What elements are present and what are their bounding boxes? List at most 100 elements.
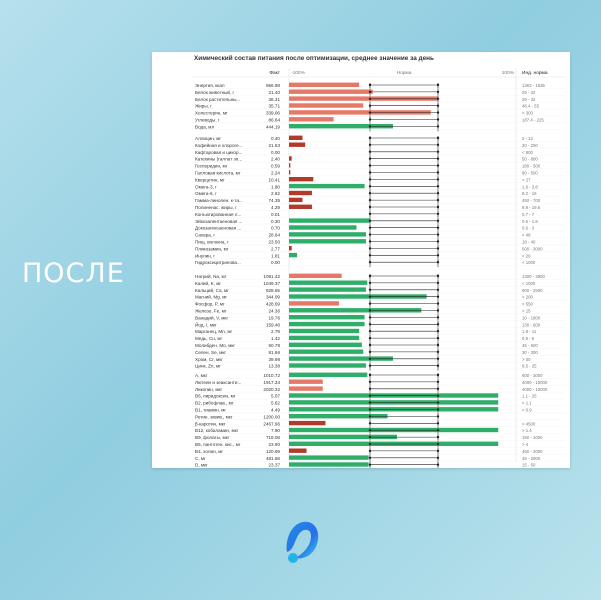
nutrient-fact: 28.64 [269,233,281,238]
norm-max-dot [436,125,440,128]
nutrient-bar [289,232,366,237]
nutrient-norm: 4000 - 10000 [522,387,548,392]
nutrient-name: Катехины (галлат эп... [195,157,242,162]
nutrient-norm: 450 - 2000 [522,449,543,454]
norm-min-dot [368,205,372,209]
nutrient-bar [289,252,298,258]
norm-min-dot [368,164,372,167]
nutrient-name: В9, фолаты, мкг [195,435,230,440]
nutrient-bar [289,280,368,285]
nutrient-bar [289,103,364,108]
nutrient-name: В1, тиамин, мг [195,408,226,413]
header-norm: Норма [397,70,412,76]
norm-min-dot [368,198,372,202]
nutrient-bar [289,301,339,306]
nutrient-fact: 1010.72 [263,373,280,378]
nutrient-bar [289,349,364,354]
norm-min-dot [368,373,372,377]
norm-max-dot [436,198,440,202]
norm-max-dot [436,408,440,411]
norm-min-dot [368,219,372,222]
nutrient-fact: 1917.34 [263,380,280,385]
norm-max-dot [436,247,440,250]
nutrient-name: Кверцетин, мг [195,177,225,182]
nutrient-name: Пищ. волокна, г [195,240,229,245]
norm-min-dot [368,415,372,418]
nutrient-fact: 5.62 [271,401,280,406]
nutrient-norm: 180 - 500 [522,164,541,169]
norm-min-dot [368,463,372,466]
nutrient-name: Гесперидин, мг [195,164,228,169]
nutrient-bar [289,246,292,251]
nutrient-fact: 2.62 [271,191,280,196]
nutrient-name: А, мкг [195,373,208,378]
norm-max-dot [436,90,440,94]
nutrient-bar [289,414,388,419]
nutrient-name: Медь, Cu, мг [195,336,223,341]
nutrient-name: Сахара, г [195,233,215,238]
nutrient-name: Цинк, Zn, мг [195,364,221,369]
norm-max-dot [436,295,440,298]
norm-max-dot [436,316,440,319]
nutrient-name: Молибден, Mo, мкг [195,343,235,348]
norm-max-dot [436,330,440,333]
nutrient-fact: 2.79 [271,329,280,334]
nutrient-norm: < 48 [522,233,531,238]
norm-max-dot [436,178,440,181]
norm-min-dot [368,401,372,404]
nutrient-bar [289,190,312,196]
nutrient-fact: 339.06 [266,111,280,116]
norm-min-dot [368,394,372,397]
nutrient-name: Полиненас. жиры, г [195,205,237,210]
nutrient-bar [289,239,366,244]
norm-max-dot [436,364,440,367]
norm-max-dot [436,394,440,397]
nutrient-norm: 48.4 - 55 [522,104,540,109]
norm-min-dot [368,387,372,390]
norm-min-dot [368,104,372,107]
header-individual-norm: Инд. норма [522,70,548,76]
nutrient-name: Гидроксицитринова... [195,260,241,265]
nutrient-norm: 29 - 32 [522,90,536,95]
norm-max-dot [436,212,440,216]
nutrient-norm: > 200 [522,295,533,300]
norm-min-dot [368,357,372,360]
nutrient-bar [289,170,291,175]
norm-max-dot [436,104,440,107]
nutrient-fact: 23.50 [269,240,281,245]
nutrient-fact: 120.89 [266,449,280,454]
norm-min-dot [368,226,372,229]
nutrient-bar [289,156,292,161]
nutrient-fact: 2.77 [271,246,280,251]
nutrient-fact: 0.40 [271,136,280,141]
nutrient-name: Жиры, г [195,104,212,109]
norm-min-dot [368,83,372,87]
nutrient-fact: 13.38 [269,364,281,369]
norm-min-dot [368,456,372,459]
nutrient-bar [289,96,438,101]
nutrient-name: Инулин, г [195,253,215,258]
nutrient-fact: 481.68 [266,456,280,461]
nutrient-name: Марганец, Mn, мг [195,329,232,334]
nutrient-name: Кофейная и хлороге... [195,142,242,148]
norm-min-dot [368,330,372,333]
norm-max-dot [436,143,440,147]
nutrient-norm: > 0.9 [522,408,532,413]
nutrient-name: Белок растительны... [195,97,240,102]
norm-min-dot [368,247,372,250]
norm-min-dot [368,302,372,305]
norm-max-dot [436,449,440,453]
nutrient-name: В2, рибофлав., мг [195,401,234,406]
norm-max-dot [436,205,440,209]
nutrient-name: Магний, Mg, мг [195,294,227,300]
norm-min-dot [368,343,372,347]
nutrient-bar [289,372,368,377]
nutrient-norm: < 1000 [522,281,536,286]
norm-max-dot [436,463,440,466]
nutrient-norm: > 4500 [522,421,536,426]
nutrient-fact: 2020.32 [263,387,280,392]
nutrient-fact: 719.08 [266,435,280,440]
nutrient-bar [289,356,393,361]
nutrient-name: С, мг [195,456,206,461]
nutrient-bar [289,315,365,320]
